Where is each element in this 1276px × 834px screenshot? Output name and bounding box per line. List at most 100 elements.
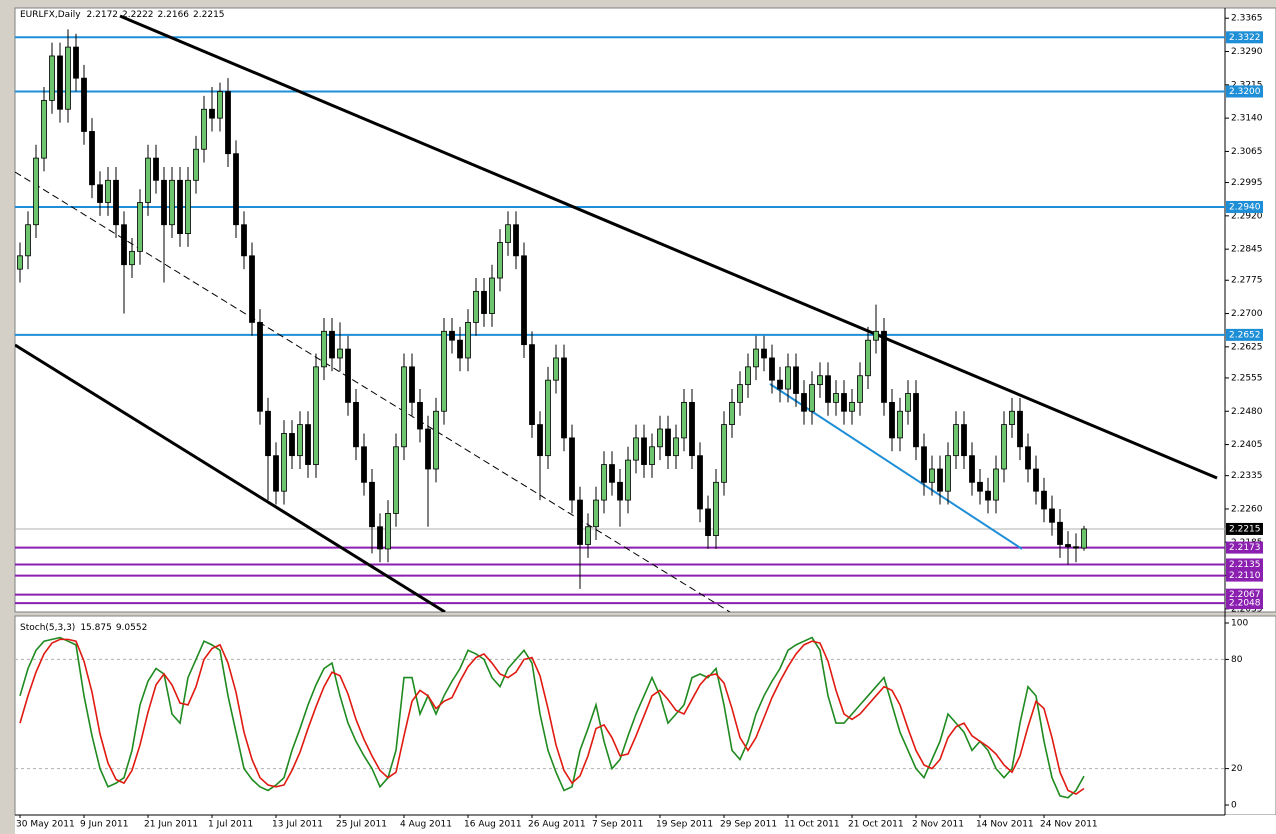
price-header: EURLFX,Daily 2.2172 2.2222 2.2166 2.2215 xyxy=(20,10,225,20)
candle-body-up xyxy=(33,157,39,226)
stoch-signal: 9.0552 xyxy=(116,623,148,633)
stoch-main: 15.875 xyxy=(80,623,112,633)
candle-body-up xyxy=(385,513,391,550)
candle-body-up xyxy=(993,468,999,501)
candle-body-down xyxy=(1033,468,1039,492)
candle-body-up xyxy=(1081,528,1087,549)
candle-body-down xyxy=(937,468,943,492)
candle-body-up xyxy=(833,393,839,403)
stoch-lines xyxy=(15,636,1225,799)
candle-body-down xyxy=(97,184,103,203)
candle-body-up xyxy=(297,424,303,457)
level-label-box xyxy=(1226,558,1263,571)
candle-body-down xyxy=(481,290,487,314)
candle-body-up xyxy=(593,499,599,528)
trendline-dashed xyxy=(15,171,731,612)
y-tick-label: 2.2260 xyxy=(1231,504,1263,514)
candle-body-up xyxy=(393,446,399,514)
candle-body-up xyxy=(489,277,495,314)
candle-body-up xyxy=(737,384,743,403)
candle-body-up xyxy=(809,384,815,412)
current-price-box xyxy=(1226,522,1263,535)
level-label: 2.2135 xyxy=(1229,560,1261,570)
candle-body-up xyxy=(505,224,511,243)
candle-body-down xyxy=(561,357,567,439)
candle-body-up xyxy=(65,46,71,110)
x-tick-label: 9 Jun 2011 xyxy=(80,820,128,830)
candle-body-up xyxy=(497,242,503,279)
candle-body-down xyxy=(841,393,847,412)
candle-body-down xyxy=(121,224,127,266)
header-close: 2.2215 xyxy=(193,10,225,20)
candle-body-down xyxy=(513,224,519,257)
level-label: 2.2940 xyxy=(1229,202,1261,212)
level-label-box xyxy=(1226,569,1263,582)
stoch-panel xyxy=(14,615,1276,816)
candle-body-up xyxy=(281,433,287,492)
y-tick-label: 2.3365 xyxy=(1231,14,1263,24)
y-tick-label: 2.2035 xyxy=(1231,604,1263,614)
candle-body-up xyxy=(105,179,111,203)
candle-body-up xyxy=(185,179,191,235)
y-tick-label: 2.2625 xyxy=(1231,342,1263,352)
trendline xyxy=(119,14,1218,480)
candle-body-down xyxy=(697,455,703,510)
candle-body-down xyxy=(777,379,783,390)
candle-body-up xyxy=(905,393,911,412)
candle-body-down xyxy=(161,179,167,226)
candle-body-up xyxy=(873,330,879,341)
y-tick-label: 2.2995 xyxy=(1231,178,1263,188)
candle-body-down xyxy=(985,490,991,501)
candle-body-down xyxy=(345,348,351,403)
x-tick-label: 24 Nov 2011 xyxy=(1040,820,1098,830)
candle-body-down xyxy=(761,348,767,359)
level-label: 2.2173 xyxy=(1229,543,1261,553)
candle-body-down xyxy=(81,77,87,132)
candle-body-up xyxy=(745,366,751,386)
y-tick-label: 2.2845 xyxy=(1231,245,1263,255)
candle-body-down xyxy=(969,455,975,483)
candle-body-up xyxy=(601,464,607,501)
candle-body-down xyxy=(1065,544,1071,548)
candle-body-down xyxy=(881,330,887,403)
level-label: 2.2110 xyxy=(1229,571,1261,581)
candle-body-up xyxy=(633,437,639,461)
level-label: 2.2067 xyxy=(1229,590,1261,600)
candle-body-down xyxy=(353,401,359,448)
level-label-box xyxy=(1226,328,1263,341)
candle-body-down xyxy=(577,499,583,545)
header-low: 2.2166 xyxy=(158,10,190,20)
candle-body-down xyxy=(257,322,263,412)
y-tick-label: 0 xyxy=(1231,801,1237,811)
candle-body-down xyxy=(73,46,79,79)
candle-body-down xyxy=(913,393,919,448)
symbol: EURLFX,Daily xyxy=(20,10,81,20)
candle-body-down xyxy=(793,366,799,394)
candle-body-down xyxy=(1025,446,1031,470)
candle-body-down xyxy=(449,330,455,341)
y-tick-label: 2.2555 xyxy=(1231,373,1263,383)
level-label-box xyxy=(1226,200,1263,213)
x-tick-label: 7 Sep 2011 xyxy=(592,820,643,830)
candle-body-up xyxy=(433,410,439,470)
x-tick-label: 13 Jul 2011 xyxy=(272,820,323,830)
candle-body-down xyxy=(305,424,311,465)
candle-body-down xyxy=(961,424,967,457)
candle-body-down xyxy=(153,157,159,181)
time-axis-bg xyxy=(15,815,1276,834)
candle-body-up xyxy=(465,322,471,359)
x-tick-label: 21 Jun 2011 xyxy=(144,820,198,830)
candle-body-up xyxy=(217,91,223,119)
x-tick-label: 30 May 2011 xyxy=(16,820,75,830)
x-tick-label: 14 Nov 2011 xyxy=(976,820,1034,830)
candle-body-down xyxy=(689,401,695,457)
current-price-label: 2.2215 xyxy=(1229,524,1261,534)
candle-body-up xyxy=(625,459,631,501)
y-tick-label: 2.3290 xyxy=(1231,47,1263,57)
candle-body-down xyxy=(609,464,615,483)
candle-body-up xyxy=(1001,424,1007,470)
candle-body-up xyxy=(337,348,343,359)
candle-body-up xyxy=(41,99,47,159)
level-label-box xyxy=(1226,541,1263,554)
